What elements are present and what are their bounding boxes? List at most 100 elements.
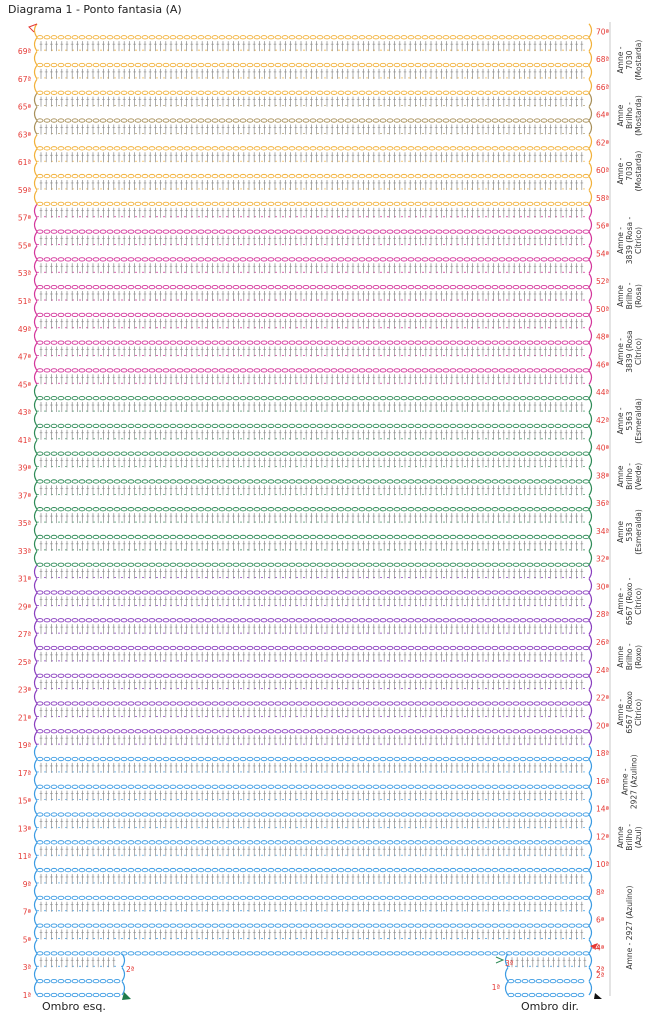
- chain-stitch: [442, 618, 450, 623]
- chain-stitch: [393, 951, 401, 956]
- chain-stitch: [141, 756, 149, 762]
- chain-stitch: [43, 756, 51, 762]
- chain-stitch: [421, 590, 429, 595]
- chain-stitch: [351, 951, 359, 956]
- chain-stitch: [456, 812, 464, 817]
- stitch-row: [33, 745, 593, 762]
- chain-stitch: [491, 951, 499, 956]
- chain-stitch: [372, 951, 380, 956]
- chain-stitch: [211, 673, 219, 678]
- chain-stitch: [498, 867, 506, 873]
- chain-stitch: [218, 895, 226, 900]
- chain-stitch: [365, 951, 373, 956]
- chain-stitch: [414, 618, 422, 623]
- chain-stitch: [302, 867, 310, 873]
- chain-stitch: [141, 867, 149, 873]
- chain-stitch: [204, 507, 212, 512]
- chain-stitch: [246, 756, 254, 762]
- chain-stitch: [582, 867, 590, 873]
- chain-stitch: [372, 784, 380, 789]
- chain-stitch: [547, 562, 555, 567]
- chain-stitch: [512, 618, 520, 623]
- turning-chain-right: [588, 953, 593, 968]
- chain-stitch: [575, 840, 583, 845]
- chain-stitch: [246, 701, 254, 706]
- chain-stitch: [148, 534, 156, 540]
- chain-stitch: [505, 867, 513, 873]
- chain-stitch: [155, 867, 163, 873]
- chain-stitch: [232, 701, 240, 706]
- chain-stitch: [547, 812, 555, 817]
- chain-stitch: [232, 923, 240, 928]
- chain-stitch: [442, 756, 450, 762]
- chain-stitch: [295, 895, 303, 900]
- chain-stitch: [365, 784, 373, 789]
- chain-stitch: [512, 645, 520, 651]
- chain-stitch: [71, 534, 79, 540]
- chain-stitch: [302, 812, 310, 817]
- chain-stitch: [57, 951, 65, 956]
- chain-stitch: [267, 895, 275, 900]
- chain-stitch: [372, 507, 380, 512]
- chain-stitch: [435, 784, 443, 789]
- chain-stitch: [218, 951, 226, 956]
- chain-stitch: [246, 590, 254, 595]
- chain-stitch: [323, 867, 331, 873]
- chain-stitch: [120, 951, 128, 956]
- chain-stitch: [64, 992, 72, 998]
- chain-stitch: [554, 701, 562, 706]
- chain-stitch: [528, 992, 536, 998]
- chain-stitch: [442, 812, 450, 817]
- chain-stitch: [239, 840, 247, 845]
- chain-stitch: [526, 840, 534, 845]
- chain-stitch: [526, 895, 534, 900]
- chain-stitch: [281, 812, 289, 817]
- chain-stitch: [498, 618, 506, 623]
- chain-stitch: [127, 562, 135, 567]
- stitch-row: [33, 536, 593, 552]
- chain-stitch: [470, 951, 478, 956]
- chain-stitch: [190, 645, 198, 651]
- chain-stitch: [407, 618, 415, 623]
- chain-stitch: [113, 840, 121, 845]
- chain-stitch: [99, 756, 107, 762]
- chain-stitch: [400, 756, 408, 762]
- chain-stitch: [99, 978, 107, 984]
- chain-stitch: [540, 923, 548, 928]
- chain-stitch: [176, 534, 184, 540]
- chain-stitch: [148, 756, 156, 762]
- turning-chain-right: [588, 800, 593, 815]
- chain-stitch: [512, 673, 520, 678]
- chain-stitch: [281, 562, 289, 567]
- turning-chain-left: [33, 814, 38, 829]
- chain-stitch: [127, 867, 135, 873]
- chain-stitch: [183, 840, 191, 845]
- chain-stitch: [190, 618, 198, 623]
- chain-stitch: [267, 729, 275, 734]
- chain-stitch: [477, 534, 485, 540]
- chain-stitch: [36, 951, 44, 956]
- chain-stitch: [78, 992, 86, 998]
- chain-stitch: [288, 840, 296, 845]
- chain-stitch: [330, 840, 338, 845]
- chain-stitch: [498, 645, 506, 651]
- chain-stitch: [92, 784, 100, 789]
- chain-stitch: [225, 867, 233, 873]
- chain-stitch: [519, 645, 527, 651]
- chain-stitch: [358, 618, 366, 623]
- chain-stitch: [134, 867, 142, 873]
- chain-stitch: [540, 784, 548, 789]
- chain-stitch: [260, 618, 268, 623]
- stitch-row: [33, 731, 593, 746]
- chain-stitch: [400, 729, 408, 734]
- chain-stitch: [78, 645, 86, 651]
- chain-stitch: [456, 507, 464, 512]
- chain-stitch: [218, 673, 226, 678]
- chain-stitch: [99, 951, 107, 956]
- chain-stitch: [547, 951, 555, 956]
- chain-stitch: [190, 534, 198, 540]
- chain-stitch: [246, 784, 254, 789]
- chain-stitch: [435, 534, 443, 540]
- chain-stitch: [491, 812, 499, 817]
- chain-stitch: [309, 618, 317, 623]
